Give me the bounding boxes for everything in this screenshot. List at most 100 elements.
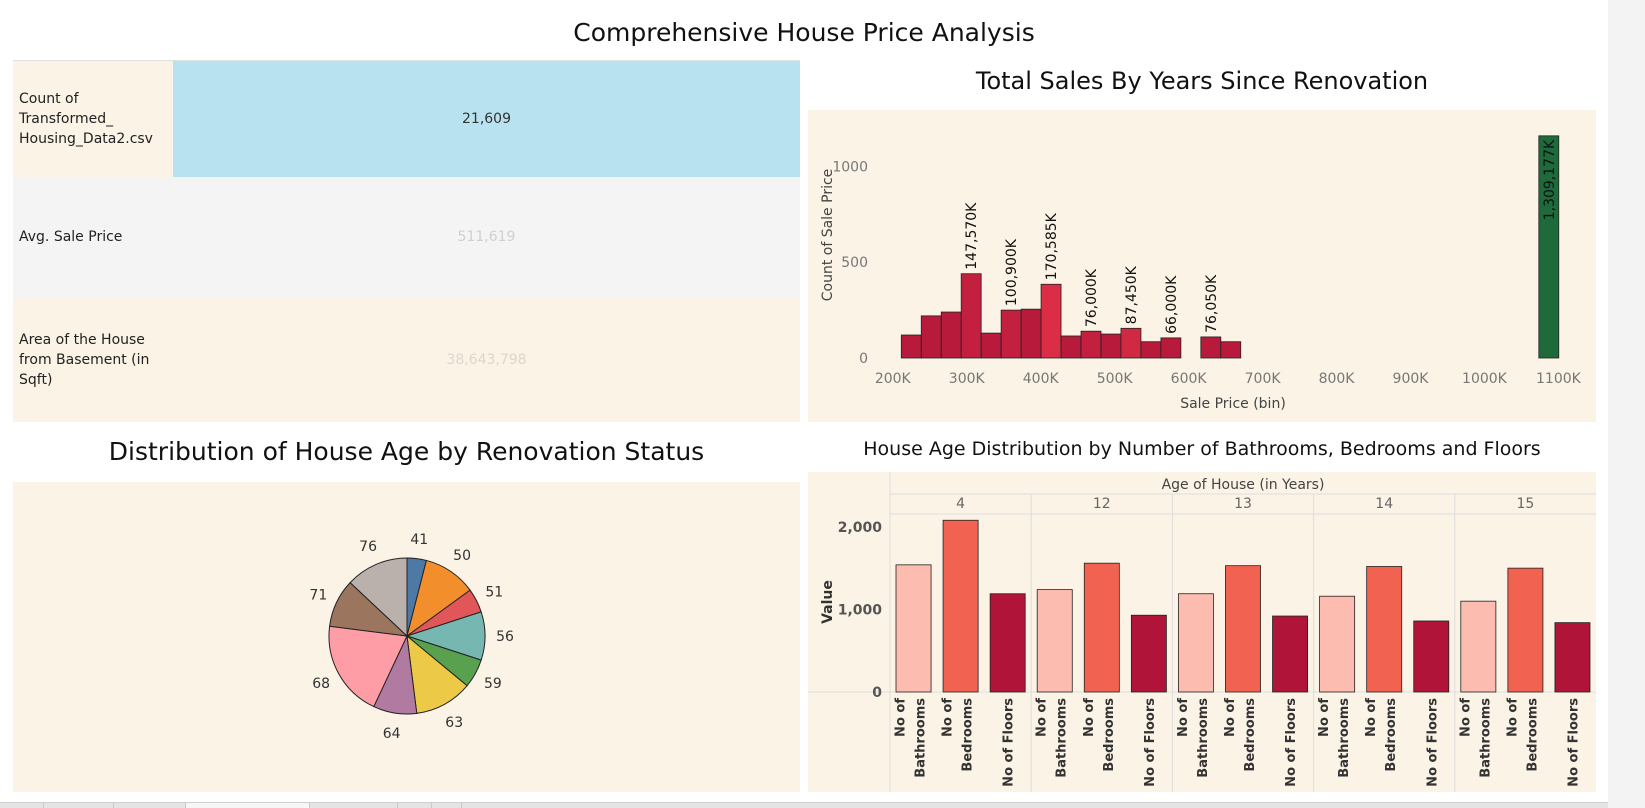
x-tick-label: 400K xyxy=(1023,371,1060,387)
grouped-bar[interactable] xyxy=(1413,620,1450,693)
grouped-bar[interactable] xyxy=(1272,615,1308,693)
histogram-bar[interactable] xyxy=(1100,333,1122,359)
histogram-bar[interactable] xyxy=(1220,341,1242,359)
y-tick-label: 2,000 xyxy=(838,520,883,536)
pie-slice-label: 51 xyxy=(485,585,503,601)
measure-axis-label: No of xyxy=(941,698,956,737)
histogram-bar[interactable] xyxy=(1080,330,1102,359)
pie-slice[interactable] xyxy=(328,625,408,708)
measure-axis-label: No of Floors xyxy=(1284,698,1299,787)
grouped-bar[interactable] xyxy=(1507,567,1544,693)
histogram-bar[interactable] xyxy=(940,311,962,359)
pie-chart-svg: 41 50 51 56 59 63 64 68 71 76 xyxy=(309,532,514,742)
kpi-label-basement-area: Area of the House from Basement (in Sqft… xyxy=(13,297,173,422)
group-label: 4 xyxy=(956,496,965,512)
histogram-bar[interactable] xyxy=(1140,341,1162,359)
kpi-value-basement-area[interactable]: 38,643,798 xyxy=(173,297,800,422)
pie-slice-label: 68 xyxy=(312,676,330,692)
pie-chart-title: Distribution of House Age by Renovation … xyxy=(108,437,705,466)
pie-slice[interactable] xyxy=(349,557,408,638)
measure-axis-label: Bedrooms xyxy=(1384,698,1399,772)
group-label: 15 xyxy=(1516,496,1534,512)
x-axis-label: Sale Price (bin) xyxy=(1180,396,1286,412)
kpi-row-count: Count of Transformed_ Housing_Data2.csv … xyxy=(13,61,800,177)
kpi-label-avg-price: Avg. Sale Price xyxy=(13,177,173,297)
histogram-bar[interactable] xyxy=(900,334,922,359)
y-tick-label: 500 xyxy=(841,255,868,271)
sales-chart-svg: 0 500 1000 200K 300K 400K 500K 600K 700K 800K 900K… xyxy=(820,135,1582,412)
grouped-bar[interactable] xyxy=(895,564,932,693)
x-tick-label: 500K xyxy=(1097,371,1134,387)
measure-axis-label: Bathrooms xyxy=(914,698,929,778)
histogram-bar[interactable] xyxy=(1200,336,1222,359)
grouped-chart-title: House Age Distribution by Number of Bath… xyxy=(863,438,1541,460)
histogram-bar[interactable] xyxy=(1060,335,1082,359)
measure-axis-label: No of xyxy=(1458,698,1473,737)
histogram-bar[interactable] xyxy=(980,332,1002,359)
histogram-bar[interactable] xyxy=(1538,135,1560,359)
kpi-row-basement-area: Area of the House from Basement (in Sqft… xyxy=(13,297,800,422)
grouped-bar[interactable] xyxy=(1036,589,1073,693)
histogram-bar[interactable] xyxy=(1040,283,1062,359)
x-tick-label: 1100K xyxy=(1536,371,1582,387)
pie-slice-label: 64 xyxy=(383,726,401,742)
grouped-bar[interactable] xyxy=(1366,566,1403,693)
measure-axis-label: No of xyxy=(1364,698,1379,737)
pie-slice-label: 76 xyxy=(359,539,377,555)
pie-chart-panel: 41 50 51 56 59 63 64 68 71 76 xyxy=(13,482,800,792)
histogram-bar[interactable] xyxy=(1120,327,1142,359)
dashboard-canvas: Comprehensive House Price Analysis Count… xyxy=(0,0,1608,808)
histogram-bar[interactable] xyxy=(920,315,942,359)
group-label: 12 xyxy=(1093,496,1111,512)
measure-axis-label: No of xyxy=(1176,698,1191,737)
measure-axis-label: No of xyxy=(1035,698,1050,737)
histogram-bar[interactable] xyxy=(1020,308,1042,359)
kpi-label-count: Count of Transformed_ Housing_Data2.csv xyxy=(13,61,173,177)
grouped-bar[interactable] xyxy=(1460,600,1497,693)
right-gutter xyxy=(1608,0,1645,808)
group-label: 14 xyxy=(1375,496,1393,512)
grouped-bar[interactable] xyxy=(1083,562,1120,693)
grouped-chart-svg: Age of House (in Years) 0 1,000 2,000 Value 4… xyxy=(808,472,1596,792)
grouped-bar[interactable] xyxy=(942,519,979,693)
grouped-bar[interactable] xyxy=(1554,622,1591,693)
pie-slice-label: 63 xyxy=(445,715,463,731)
bar-data-label: 66,000K xyxy=(1164,275,1180,334)
pie-slice-label: 50 xyxy=(453,548,471,564)
measure-axis-label: Bathrooms xyxy=(1478,698,1493,778)
bar-data-label: 76,050K xyxy=(1204,274,1220,333)
histogram-bar[interactable] xyxy=(960,273,982,359)
y-tick-label: 0 xyxy=(872,685,882,701)
pie-slice-label: 59 xyxy=(484,676,502,692)
sheet-tab-bar[interactable] xyxy=(0,802,1608,808)
x-tick-label: 700K xyxy=(1245,371,1282,387)
histogram-bar[interactable] xyxy=(1160,337,1182,359)
x-tick-label: 600K xyxy=(1171,371,1208,387)
histogram-bar[interactable] xyxy=(1000,309,1022,359)
pie-slice-label: 41 xyxy=(410,532,428,548)
grouped-bar[interactable] xyxy=(1130,614,1167,693)
kpi-row-avg-price: Avg. Sale Price 511,619 xyxy=(13,177,800,297)
grouped-bar[interactable] xyxy=(1177,593,1214,693)
grouped-bar[interactable] xyxy=(1319,595,1356,693)
right-scroll-area xyxy=(1608,0,1645,808)
y-tick-label: 0 xyxy=(859,351,868,367)
bar-data-label: 87,450K xyxy=(1124,265,1140,324)
kpi-value-count[interactable]: 21,609 xyxy=(173,61,800,177)
measure-axis-label: No of Floors xyxy=(1425,698,1440,787)
y-axis-label: Value xyxy=(820,580,836,624)
grouped-chart-panel: Age of House (in Years) 0 1,000 2,000 Value 4… xyxy=(808,472,1596,792)
measure-axis-label: No of Floors xyxy=(1143,698,1158,787)
y-tick-label: 1000 xyxy=(832,159,868,175)
x-tick-label: 800K xyxy=(1319,371,1356,387)
x-tick-label: 300K xyxy=(949,371,986,387)
pie-slice-label: 56 xyxy=(496,629,514,645)
y-axis-label: Count of Sale Price xyxy=(820,169,836,302)
kpi-value-avg-price[interactable]: 511,619 xyxy=(173,177,800,297)
grouped-bar[interactable] xyxy=(1225,565,1261,693)
measure-axis-label: Bedrooms xyxy=(1102,698,1117,772)
measure-axis-label: No of xyxy=(1223,698,1238,737)
grouped-bar[interactable] xyxy=(989,593,1026,693)
measure-axis-label: Bedrooms xyxy=(1525,698,1540,772)
measure-axis-label: No of xyxy=(1317,698,1332,737)
